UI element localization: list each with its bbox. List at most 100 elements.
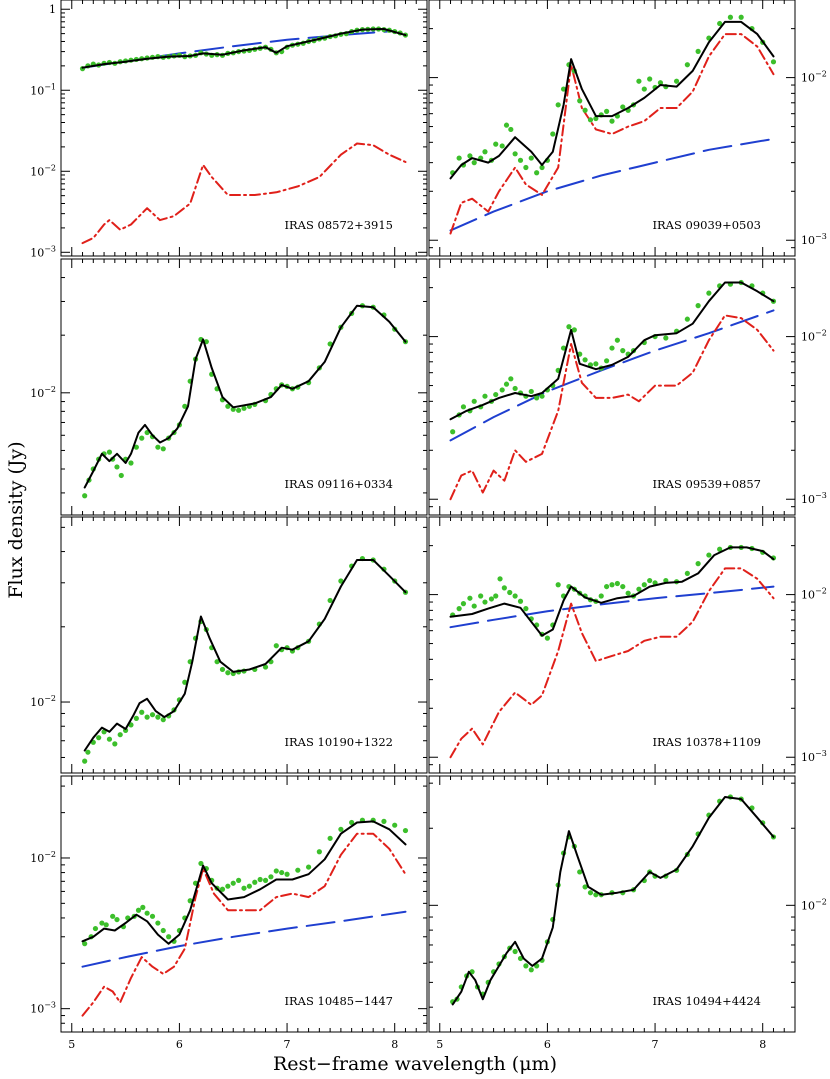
data-point bbox=[133, 444, 139, 450]
plot-area bbox=[79, 26, 409, 245]
data-point bbox=[246, 883, 252, 889]
data-point bbox=[114, 464, 120, 470]
data-point bbox=[738, 14, 744, 20]
y-tick-label: 1 bbox=[49, 3, 56, 16]
x-tick-label: 6 bbox=[176, 1038, 183, 1051]
data-point bbox=[507, 589, 513, 596]
data-point bbox=[450, 429, 456, 435]
data-point bbox=[647, 76, 653, 82]
data-point bbox=[593, 361, 599, 367]
data-point bbox=[252, 879, 258, 885]
data-point bbox=[279, 869, 285, 876]
data-points bbox=[82, 555, 409, 764]
data-point bbox=[139, 435, 145, 441]
panel-label: IRAS 10485−1447 bbox=[284, 994, 393, 1008]
data-point bbox=[327, 835, 333, 841]
data-point bbox=[566, 324, 572, 330]
data-point bbox=[460, 601, 467, 607]
data-point bbox=[82, 941, 88, 947]
plot-area bbox=[82, 555, 409, 764]
data-point bbox=[501, 585, 507, 591]
panel-iras-10494-4424: 10−2 5 6 7 8 IRAS 10494+4424 bbox=[428, 775, 827, 1051]
data-point bbox=[149, 913, 156, 919]
data-point bbox=[620, 583, 626, 590]
data-point bbox=[262, 664, 269, 670]
data-point bbox=[225, 670, 231, 676]
data-point bbox=[268, 874, 274, 880]
data-point bbox=[140, 904, 146, 910]
panel-label: IRAS 10378+1109 bbox=[652, 735, 761, 749]
data-points bbox=[82, 817, 409, 947]
panel-iras-09116-0334: 10−2 IRAS 09116+0334 bbox=[30, 258, 428, 516]
data-point bbox=[503, 381, 510, 387]
panel-label: IRAS 09539+0857 bbox=[652, 477, 761, 491]
data-point bbox=[456, 155, 462, 161]
data-point bbox=[539, 393, 545, 399]
data-point bbox=[160, 446, 166, 452]
continuum-line bbox=[449, 309, 775, 442]
pah-line bbox=[81, 832, 407, 1017]
data-point bbox=[493, 593, 499, 599]
data-point bbox=[512, 385, 518, 392]
x-tick-label: 8 bbox=[391, 1038, 398, 1051]
data-point bbox=[284, 871, 290, 877]
continuum-line bbox=[449, 137, 775, 232]
y-tick-label: 10−2 bbox=[801, 587, 827, 602]
data-point bbox=[550, 131, 556, 137]
model-line bbox=[451, 796, 775, 1006]
data-point bbox=[273, 868, 279, 874]
data-point bbox=[230, 880, 236, 886]
plot-area bbox=[449, 14, 777, 235]
data-point bbox=[225, 883, 231, 889]
data-point bbox=[604, 583, 610, 590]
data-point bbox=[160, 717, 166, 723]
data-point bbox=[598, 593, 604, 599]
continuum-line bbox=[81, 910, 407, 968]
data-point bbox=[225, 403, 231, 409]
data-point bbox=[620, 348, 626, 354]
data-point bbox=[493, 141, 499, 147]
panel-grid: 1 10−1 10−2 10−3 IRAS 08572+3915 10−2 10−3 IRAS… bbox=[30, 0, 827, 1051]
x-tick-label: 6 bbox=[544, 1038, 551, 1051]
data-point bbox=[241, 885, 247, 891]
panel-iras-09039-0503: 10−2 10−3 IRAS 09039+0503 bbox=[428, 0, 827, 257]
data-point bbox=[349, 819, 355, 826]
data-point bbox=[133, 715, 139, 721]
y-tick-label: 10−2 bbox=[30, 850, 56, 865]
data-point bbox=[327, 597, 333, 604]
model-line bbox=[83, 559, 407, 752]
data-points bbox=[450, 14, 777, 176]
data-point bbox=[695, 561, 701, 567]
data-point bbox=[684, 62, 690, 68]
data-point bbox=[139, 709, 145, 715]
data-point bbox=[695, 303, 701, 309]
data-point bbox=[625, 590, 631, 596]
y-tick-label: 10−1 bbox=[30, 82, 56, 97]
y-tick-label: 10−3 bbox=[801, 232, 827, 247]
panel-iras-08572-3915: 1 10−1 10−2 10−3 IRAS 08572+3915 bbox=[30, 0, 428, 259]
data-point bbox=[534, 395, 540, 401]
data-point bbox=[727, 14, 734, 20]
y-tick-label: 10−2 bbox=[801, 329, 827, 344]
x-tick-label: 7 bbox=[652, 1038, 659, 1051]
data-point bbox=[517, 598, 524, 604]
pah-line bbox=[449, 314, 775, 501]
data-point bbox=[482, 599, 488, 605]
data-point bbox=[149, 712, 156, 718]
data-point bbox=[582, 357, 588, 363]
data-point bbox=[512, 948, 518, 955]
data-point bbox=[636, 586, 642, 592]
plot-area bbox=[82, 303, 409, 499]
data-point bbox=[482, 393, 488, 399]
data-point bbox=[214, 659, 220, 665]
pah-line bbox=[81, 142, 407, 245]
data-point bbox=[182, 403, 188, 409]
model-line bbox=[83, 304, 407, 489]
data-point bbox=[117, 732, 123, 738]
data-point bbox=[523, 164, 529, 171]
panel-label: IRAS 10190+1322 bbox=[284, 735, 393, 749]
plot-area bbox=[81, 817, 409, 1017]
data-point bbox=[512, 151, 518, 157]
data-point bbox=[503, 122, 510, 128]
data-point bbox=[114, 916, 120, 923]
